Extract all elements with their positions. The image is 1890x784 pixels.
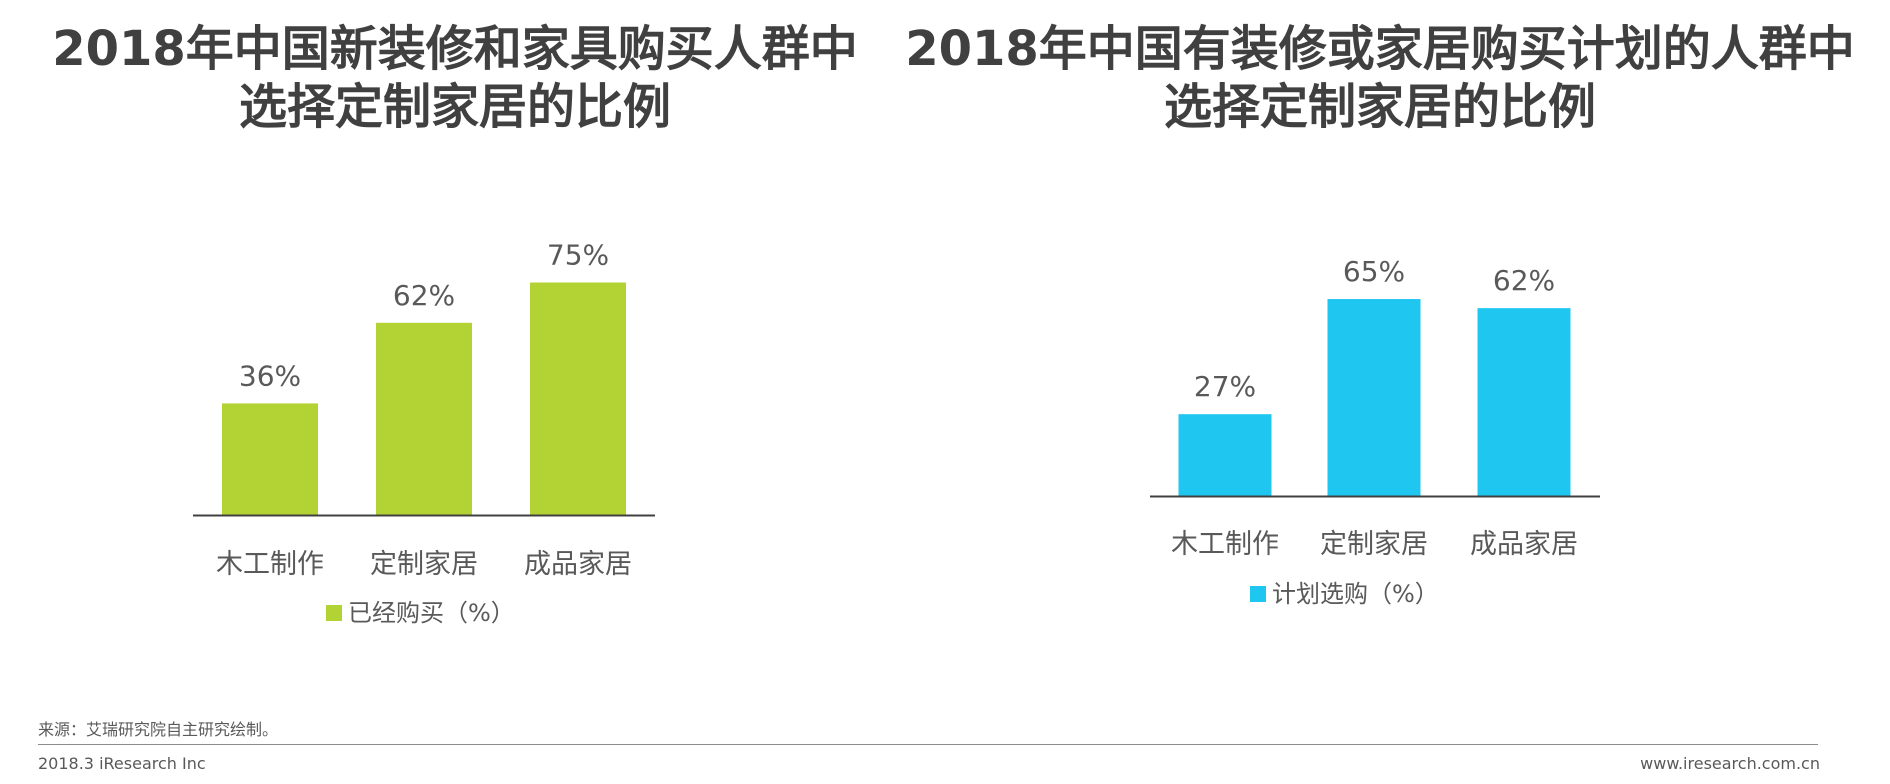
purchased-category-label-1: 木工制作: [216, 549, 324, 580]
planned-bar-1: [1178, 414, 1272, 496]
chart-title-right-line-1: 2018年中国有装修或家居购买计划的人群中: [905, 21, 1855, 77]
footer-divider: [38, 744, 1818, 745]
purchased-value-label-3: 75%: [547, 239, 609, 272]
planned-legend-label: 计划选购（%）: [1272, 580, 1439, 608]
planned-bar-3: [1477, 308, 1571, 496]
purchased-value-label-2: 62%: [393, 279, 455, 312]
purchased-value-label-1: 36%: [239, 359, 301, 392]
purchased-legend-label: 已经购买（%）: [348, 599, 515, 627]
planned-legend-swatch: [1250, 586, 1266, 602]
purchased-bar-1: [222, 403, 318, 515]
chart-title-right: 2018年中国有装修或家居购买计划的人群中 选择定制家居的比例: [885, 20, 1875, 136]
planned-category-label-2: 定制家居: [1320, 529, 1428, 560]
chart-title-left: 2018年中国新装修和家具购买人群中 选择定制家居的比例: [20, 20, 890, 136]
chart-title-left-line-2: 选择定制家居的比例: [238, 79, 671, 135]
planned-value-label-1: 27%: [1194, 370, 1256, 403]
purchased-legend-swatch: [326, 605, 342, 621]
purchased-category-label-2: 定制家居: [370, 549, 478, 580]
chart-title-left-line-1: 2018年中国新装修和家具购买人群中: [52, 21, 858, 77]
planned-category-label-3: 成品家居: [1470, 529, 1578, 560]
planned-value-label-3: 62%: [1493, 264, 1555, 297]
purchased-bar-2: [376, 322, 472, 515]
planned-bar-2: [1327, 299, 1421, 496]
footer-website: www.iresearch.com.cn: [1640, 754, 1820, 773]
footer-copyright: 2018.3 iResearch Inc: [38, 754, 206, 773]
source-note: 来源：艾瑞研究院自主研究绘制。: [38, 720, 279, 739]
chart-title-right-line-2: 选择定制家居的比例: [1163, 79, 1596, 135]
planned-category-label-1: 木工制作: [1171, 529, 1279, 560]
planned-value-label-2: 65%: [1343, 255, 1405, 288]
purchased-category-label-3: 成品家居: [524, 549, 632, 580]
purchased-bar-3: [530, 282, 626, 515]
